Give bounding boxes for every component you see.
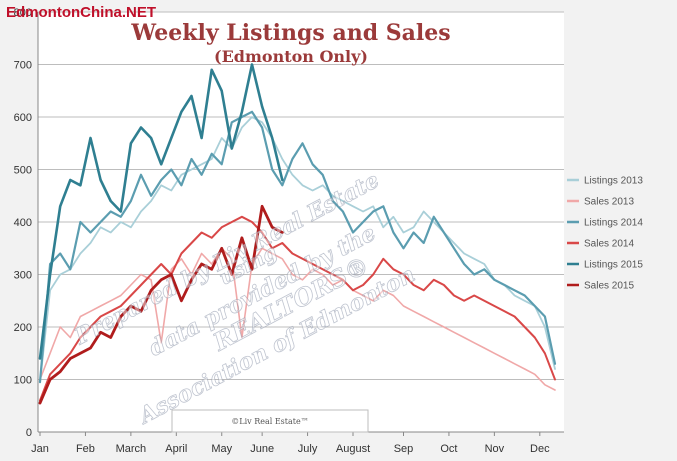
y-axis: 0 100 200 300 400 500 600 700 800 bbox=[14, 7, 32, 439]
x-tick-label: May bbox=[211, 443, 232, 455]
series-line-sales-2013 bbox=[39, 247, 556, 391]
series-line-listings-2013 bbox=[39, 116, 556, 384]
x-tick-label: Sep bbox=[394, 443, 414, 455]
x-tick-label: Nov bbox=[485, 443, 505, 455]
y-tick-label: 100 bbox=[14, 375, 32, 387]
y-tick-label: 400 bbox=[14, 217, 32, 229]
x-tick-label: July bbox=[298, 443, 318, 455]
y-tick-label: 700 bbox=[14, 60, 32, 72]
y-tick-label: 500 bbox=[14, 165, 32, 177]
series-line-listings-2015 bbox=[38, 63, 284, 360]
credit-box bbox=[171, 409, 369, 433]
legend-label: Sales 2013 bbox=[584, 197, 634, 208]
x-tick-label: Jan bbox=[31, 443, 49, 455]
x-tick-label: March bbox=[116, 443, 147, 455]
y-tick-label: 0 bbox=[26, 427, 32, 439]
x-tick-label: Oct bbox=[440, 443, 457, 455]
series-lines bbox=[38, 63, 557, 405]
x-tick-label: Feb bbox=[76, 443, 95, 455]
legend-label: Listings 2013 bbox=[584, 176, 643, 187]
legend-label: Sales 2014 bbox=[584, 239, 634, 250]
x-tick-label: August bbox=[336, 443, 370, 455]
credit-label: ©Liv Real Estate™ bbox=[231, 417, 308, 426]
site-watermark: EdmontonChina.NET bbox=[6, 4, 156, 21]
x-tick-label: April bbox=[165, 443, 187, 455]
chart-title: Weekly Listings and Sales bbox=[130, 20, 450, 46]
legend-label: Listings 2015 bbox=[584, 260, 643, 271]
x-tick-label: June bbox=[250, 443, 274, 455]
chart-subtitle: (Edmonton Only) bbox=[214, 47, 368, 66]
y-tick-label: 600 bbox=[14, 112, 32, 124]
x-axis: Jan Feb March April May June July August Sep Oct N… bbox=[31, 12, 550, 455]
legend-label: Listings 2014 bbox=[584, 218, 643, 229]
series-line-sales-2015 bbox=[38, 204, 284, 405]
y-tick-label: 200 bbox=[14, 322, 32, 334]
y-tick-label: 800 bbox=[14, 7, 32, 19]
y-tick-label: 300 bbox=[14, 270, 32, 282]
legend: Listings 2013 Sales 2013 Listings 2014 Sale… bbox=[567, 176, 643, 292]
series-line-listings-2014 bbox=[38, 110, 557, 384]
x-tick-label: Dec bbox=[530, 443, 550, 455]
series-line-sales-2014 bbox=[39, 215, 556, 402]
legend-label: Sales 2015 bbox=[584, 281, 634, 292]
